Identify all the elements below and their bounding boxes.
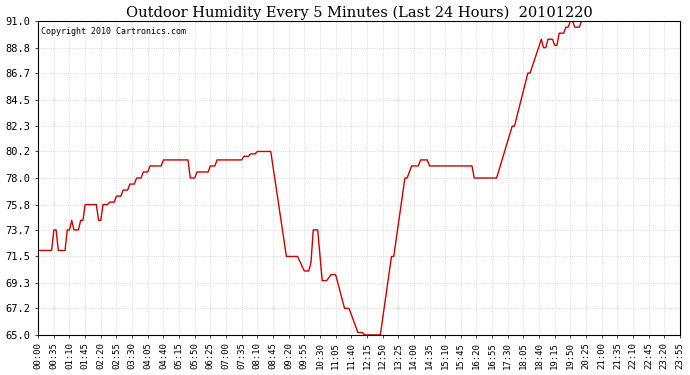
Text: Copyright 2010 Cartronics.com: Copyright 2010 Cartronics.com [41, 27, 186, 36]
Title: Outdoor Humidity Every 5 Minutes (Last 24 Hours)  20101220: Outdoor Humidity Every 5 Minutes (Last 2… [126, 6, 593, 20]
